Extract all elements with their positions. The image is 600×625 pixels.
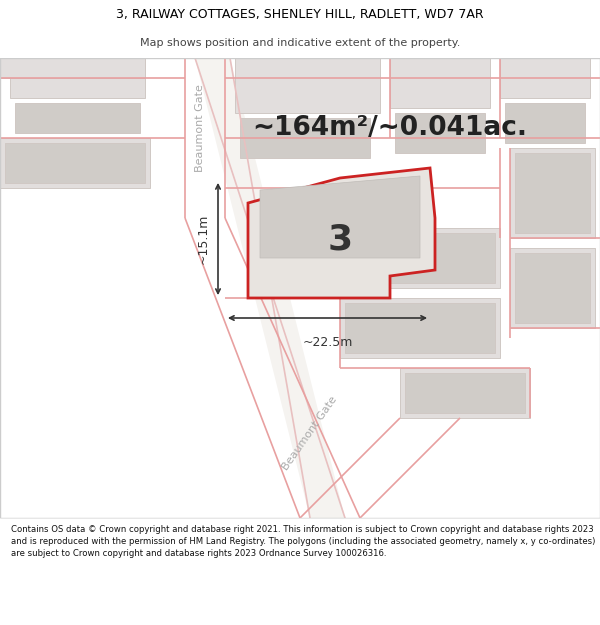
Text: ~15.1m: ~15.1m	[197, 214, 210, 264]
Polygon shape	[505, 103, 585, 143]
Text: ~164m²/~0.041ac.: ~164m²/~0.041ac.	[253, 115, 527, 141]
Polygon shape	[260, 176, 420, 258]
Polygon shape	[405, 373, 525, 413]
Text: 3, RAILWAY COTTAGES, SHENLEY HILL, RADLETT, WD7 7AR: 3, RAILWAY COTTAGES, SHENLEY HILL, RADLE…	[116, 8, 484, 21]
Polygon shape	[515, 153, 590, 233]
Polygon shape	[248, 168, 435, 298]
Text: 3: 3	[328, 223, 353, 257]
Polygon shape	[340, 298, 500, 358]
Polygon shape	[510, 248, 595, 328]
Polygon shape	[510, 148, 595, 238]
Polygon shape	[395, 113, 485, 153]
Polygon shape	[515, 253, 590, 323]
Text: Beaumont Gate: Beaumont Gate	[195, 84, 205, 172]
Text: Map shows position and indicative extent of the property.: Map shows position and indicative extent…	[140, 39, 460, 49]
Polygon shape	[240, 118, 370, 158]
Polygon shape	[15, 103, 140, 133]
Polygon shape	[10, 58, 145, 98]
Polygon shape	[375, 233, 495, 283]
Polygon shape	[5, 143, 145, 183]
Text: Beaumont Gate: Beaumont Gate	[281, 394, 339, 472]
Polygon shape	[235, 58, 380, 113]
Text: Contains OS data © Crown copyright and database right 2021. This information is : Contains OS data © Crown copyright and d…	[11, 526, 595, 558]
Polygon shape	[0, 138, 150, 188]
Polygon shape	[370, 228, 500, 288]
Polygon shape	[0, 58, 145, 78]
Polygon shape	[195, 58, 345, 518]
Polygon shape	[500, 58, 590, 98]
Polygon shape	[345, 303, 495, 353]
Text: ~22.5m: ~22.5m	[302, 336, 353, 349]
Polygon shape	[400, 368, 530, 418]
Polygon shape	[390, 58, 490, 108]
